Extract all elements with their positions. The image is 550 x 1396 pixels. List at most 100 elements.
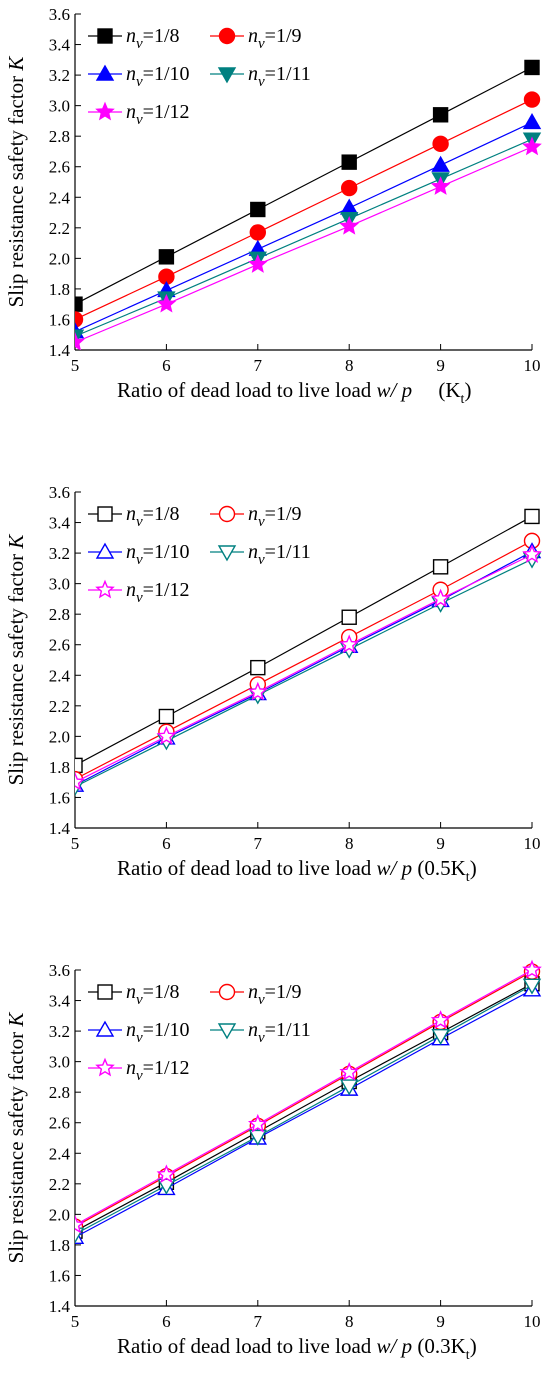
x-axis-label-text: Ratio of dead load to live load (117, 1334, 372, 1358)
y-tick-label: 2.0 (49, 249, 70, 268)
y-tick-label: 3.0 (49, 97, 70, 116)
y-tick-label: 1.8 (49, 758, 70, 777)
legend-label: nv=1/9 (248, 503, 302, 530)
legend-item: nv=1/10 (88, 63, 190, 90)
series-line (75, 551, 533, 786)
y-tick-label: 3.6 (49, 483, 70, 502)
y-tick-label: 2.6 (49, 158, 70, 177)
x-axis-label-suffix: (K (438, 378, 460, 402)
data-point (158, 249, 175, 265)
legend-label-subscript: v (258, 514, 265, 530)
data-point (250, 201, 266, 218)
legend-marker (97, 28, 113, 44)
series-1-12 (75, 136, 542, 350)
y-tick-label: 2.2 (49, 697, 70, 716)
legend-label: nv=1/12 (126, 101, 190, 128)
legend-marker (97, 984, 113, 1000)
data-point (247, 254, 268, 273)
series-line (75, 558, 533, 788)
legend-label-name: n (248, 981, 258, 1003)
legend-label: nv=1/8 (126, 503, 180, 530)
data-point (431, 155, 450, 172)
y-tick-label: 1.4 (49, 341, 71, 360)
legend-item: nv=1/8 (88, 981, 180, 1008)
y-axis-label-variable: K (4, 1012, 28, 1028)
legend-label-subscript: v (258, 992, 265, 1008)
x-tick-label: 6 (162, 1312, 171, 1331)
chart-svg: 5 6 7 8 9 10 1.4 1.6 1.8 2.0 2.2 2.4 2.6 2.8 3.0 3.2 3.4… (4, 5, 542, 407)
y-axis-label-text: Slip resistance safety factor (4, 1032, 28, 1264)
data-point (75, 311, 84, 328)
y-tick-label: 3.2 (49, 544, 70, 563)
x-axis-label-close: ) (470, 1334, 477, 1358)
y-axis-label: Slip resistance safety factor K (4, 56, 28, 308)
legend-marker (218, 505, 236, 523)
series-1-11 (75, 978, 542, 1244)
legend-label-subscript: v (258, 36, 265, 52)
series-line (75, 138, 533, 337)
series-1-8 (75, 508, 540, 774)
x-axis-label-subscript: t (461, 392, 465, 407)
x-axis-label-text: Ratio of dead load to live load (117, 856, 372, 880)
legend-marker (95, 579, 115, 599)
chart-svg: 5 6 7 8 9 10 1.4 1.6 1.8 2.0 2.2 2.4 2.6 2.8 3.0 3.2 3.4… (4, 959, 542, 1363)
data-point (432, 559, 449, 575)
legend-label-ratio: =1/9 (265, 503, 302, 525)
legend-label: nv=1/12 (126, 579, 190, 606)
y-tick-label: 1.8 (49, 280, 70, 299)
data-point (339, 1062, 360, 1081)
legend-label: nv=1/9 (248, 981, 302, 1008)
x-tick-label: 8 (345, 356, 354, 375)
legend-label-ratio: =1/11 (265, 63, 311, 85)
legend-label-subscript: v (136, 552, 143, 568)
y-tick-label: 2.6 (49, 636, 70, 655)
x-axis-label: Ratio of dead load to live load w/ p (0.… (117, 856, 477, 885)
series-line (75, 984, 533, 1235)
legend-marker (218, 27, 236, 45)
legend-label-subscript: v (258, 552, 265, 568)
y-axis-label-variable: K (4, 56, 28, 72)
y-tick-label: 2.6 (49, 1114, 70, 1133)
series-line (75, 121, 533, 333)
data-point (432, 107, 449, 123)
x-tick-label: 5 (71, 834, 80, 853)
series-line (75, 98, 533, 320)
legend-label-subscript: v (136, 112, 143, 128)
series-1-9 (75, 532, 541, 788)
y-axis-label-variable: K (4, 534, 28, 550)
legend-label: nv=1/11 (248, 541, 311, 568)
data-point (75, 771, 85, 791)
data-point (156, 726, 177, 745)
x-tick-label: 7 (254, 356, 263, 375)
y-tick-label: 2.0 (49, 1205, 70, 1224)
legend-label-name: n (126, 101, 136, 123)
x-axis-label-subscript: t (466, 870, 470, 885)
chart-svg: 5 6 7 8 9 10 1.4 1.6 1.8 2.0 2.2 2.4 2.6 2.8 3.0 3.2 3.4… (4, 483, 542, 885)
legend-label: nv=1/10 (126, 1019, 190, 1046)
legend-label-name: n (248, 25, 258, 47)
data-point (75, 757, 83, 774)
x-tick-label: 10 (524, 834, 541, 853)
y-tick-label: 2.0 (49, 727, 70, 746)
legend-label-subscript: v (136, 74, 143, 90)
x-axis-label-variable: w/ p (377, 1334, 413, 1358)
y-tick-label: 2.4 (49, 666, 71, 685)
legend-label-ratio: =1/8 (143, 981, 180, 1003)
y-tick-label: 2.4 (49, 1144, 71, 1163)
y-tick-label: 3.4 (49, 992, 71, 1011)
legend-label: nv=1/8 (126, 25, 180, 52)
legend-label-name: n (248, 1019, 258, 1041)
y-axis-label-text: Slip resistance safety factor (4, 554, 28, 786)
data-point (157, 1178, 176, 1195)
data-point (524, 508, 540, 525)
x-tick-label: 7 (254, 1312, 263, 1331)
y-axis-label: Slip resistance safety factor K (4, 534, 28, 786)
y-tick-label: 1.6 (49, 1266, 70, 1285)
legend-label-name: n (126, 541, 136, 563)
y-tick-label: 2.8 (49, 1083, 70, 1102)
legend-item: nv=1/12 (88, 579, 190, 606)
series-1-10 (75, 113, 542, 339)
data-point (248, 1129, 268, 1146)
data-point (522, 978, 542, 995)
data-point (432, 135, 449, 153)
